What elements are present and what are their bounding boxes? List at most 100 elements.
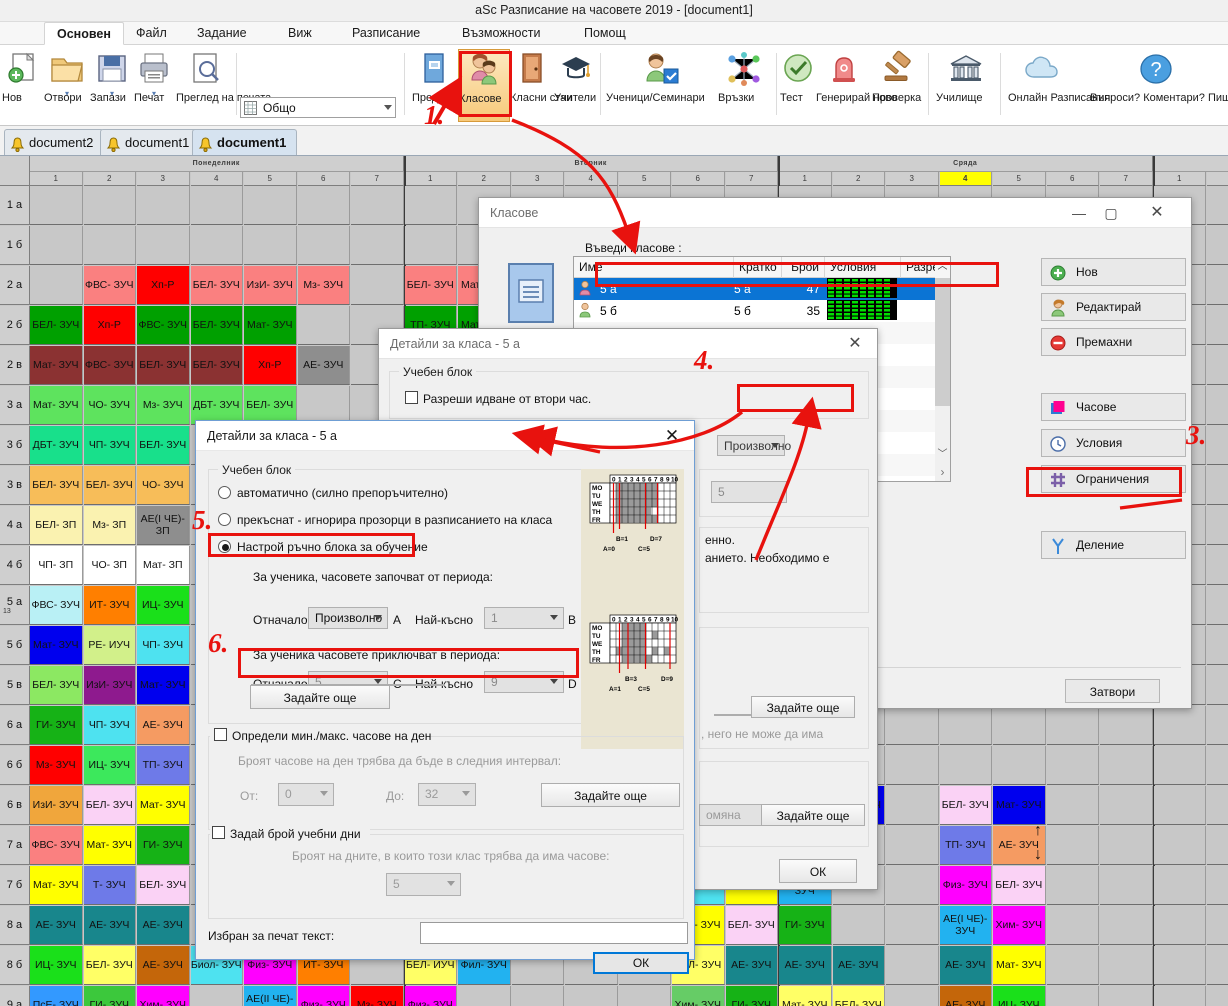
timetable-cell[interactable] bbox=[297, 306, 350, 345]
timetable-cell[interactable] bbox=[993, 706, 1046, 745]
timetable-lesson-cell[interactable]: БЕЛ- ЗУЧ bbox=[30, 306, 83, 345]
timetable-row-header[interactable]: 5 б bbox=[0, 626, 30, 665]
timetable-period-header[interactable]: 4 bbox=[565, 172, 618, 186]
timetable-cell[interactable] bbox=[137, 186, 190, 225]
timetable-lesson-cell[interactable]: ИзИ- ЗУЧ bbox=[244, 266, 297, 305]
timetable-lesson-cell[interactable]: ГИ- ЗУЧ bbox=[779, 906, 832, 945]
timetable-lesson-cell[interactable]: ИзИ- ЗУЧ bbox=[30, 786, 83, 825]
timetable-cell[interactable] bbox=[1153, 946, 1206, 985]
timetable-lesson-cell[interactable]: АЕ(I ЧЕ)- ЗП bbox=[137, 506, 190, 545]
chevron-down-icon[interactable] bbox=[374, 679, 382, 684]
back-more-button-2[interactable]: Задайте още bbox=[761, 804, 865, 826]
ribbon-button-classrooms[interactable]: Класни стаи bbox=[510, 49, 572, 104]
timetable-lesson-cell[interactable]: Хп-Р bbox=[244, 346, 297, 385]
back-combo-random[interactable]: Произволно bbox=[717, 435, 791, 456]
timetable-lesson-cell[interactable]: АЕ- ЗУЧ bbox=[993, 826, 1046, 865]
timetable-cell[interactable] bbox=[83, 186, 136, 225]
timetable-lesson-cell[interactable]: БЕЛ- ЗУЧ bbox=[137, 426, 190, 465]
timetable-cell[interactable] bbox=[1153, 826, 1206, 865]
ribbon-button-verify[interactable]: Проверка bbox=[872, 49, 922, 104]
timetable-cell[interactable] bbox=[1207, 626, 1228, 665]
timetable-cell[interactable] bbox=[297, 226, 350, 265]
close-icon[interactable]: ✕ bbox=[664, 426, 680, 445]
timetable-period-header[interactable]: 7 bbox=[351, 172, 404, 186]
timetable-period-header[interactable]: 1 bbox=[779, 172, 832, 186]
timetable-period-header[interactable]: 2 bbox=[458, 172, 511, 186]
timetable-cell[interactable] bbox=[1100, 906, 1153, 945]
timetable-cell[interactable] bbox=[1046, 746, 1099, 785]
timetable-period-header[interactable]: 4 bbox=[939, 172, 992, 186]
chevron-down-icon[interactable] bbox=[550, 615, 558, 620]
minimize-icon[interactable]: — bbox=[1072, 205, 1086, 221]
chevron-down-icon[interactable] bbox=[447, 881, 455, 886]
timetable-cell[interactable] bbox=[458, 986, 511, 1006]
timetable-lesson-cell[interactable]: Мат- ЗУЧ bbox=[993, 786, 1046, 825]
timetable-lesson-cell[interactable]: ФВС- ЗУЧ bbox=[83, 266, 136, 305]
timetable-lesson-cell[interactable]: АЕ- ЗУЧ bbox=[137, 706, 190, 745]
timetable-lesson-cell[interactable]: БЕЛ- ЗУЧ bbox=[404, 266, 457, 305]
timetable-cell[interactable] bbox=[886, 946, 939, 985]
timetable-cell[interactable] bbox=[1207, 786, 1228, 825]
timetable-lesson-cell[interactable]: БЕЛ- ЗУЧ bbox=[83, 946, 136, 985]
classes-conditions-button[interactable]: Условия bbox=[1041, 429, 1186, 457]
timetable-cell[interactable] bbox=[886, 746, 939, 785]
timetable-lesson-cell[interactable]: Мз- ЗУЧ bbox=[30, 746, 83, 785]
scrollbar-thumb[interactable] bbox=[935, 278, 950, 406]
ribbon-button-generate-new[interactable]: Генерирай ново bbox=[816, 49, 897, 104]
ribbon-tab-zadanie[interactable]: Задание bbox=[197, 26, 247, 40]
minmax-from-combobox[interactable]: 0 bbox=[278, 783, 334, 806]
timetable-lesson-cell[interactable]: ГИ- ЗУЧ bbox=[725, 986, 778, 1006]
timetable-row-header[interactable]: 1 б bbox=[0, 226, 30, 265]
ribbon-button-classes[interactable]: Класове bbox=[458, 49, 510, 122]
classes-lessons-button[interactable]: Часове bbox=[1041, 393, 1186, 421]
timetable-lesson-cell[interactable]: БЕЛ- ЗП bbox=[30, 506, 83, 545]
back-ok-button[interactable]: ОК bbox=[779, 859, 857, 883]
timetable-lesson-cell[interactable]: Мат- ЗУЧ bbox=[993, 946, 1046, 985]
timetable-lesson-cell[interactable]: БЕЛ- ЗУЧ bbox=[190, 306, 243, 345]
timetable-cell[interactable] bbox=[1153, 706, 1206, 745]
timetable-cell[interactable] bbox=[1046, 906, 1099, 945]
timetable-lesson-cell[interactable]: ИЦ- ЗУЧ bbox=[83, 746, 136, 785]
timetable-lesson-cell[interactable]: ИТ- ЗУЧ bbox=[83, 586, 136, 625]
timetable-cell[interactable] bbox=[190, 986, 243, 1006]
timetable-lesson-cell[interactable]: БЕЛ- ЗУЧ bbox=[725, 906, 778, 945]
timetable-cell[interactable] bbox=[1046, 786, 1099, 825]
timetable-lesson-cell[interactable]: БЕЛ- ЗУЧ bbox=[832, 986, 885, 1006]
timetable-cell[interactable] bbox=[244, 226, 297, 265]
timetable-cell[interactable] bbox=[886, 866, 939, 905]
timetable-cell[interactable] bbox=[1207, 226, 1228, 265]
timetable-lesson-cell[interactable]: ИЦ- ЗУЧ bbox=[30, 946, 83, 985]
timetable-lesson-cell[interactable]: БЕЛ- ЗУЧ bbox=[83, 466, 136, 505]
timetable-lesson-cell[interactable]: БЕЛ- ЗУЧ bbox=[30, 666, 83, 705]
timetable-cell[interactable] bbox=[1100, 786, 1153, 825]
timetable-lesson-cell[interactable]: БЕЛ- ЗУЧ bbox=[993, 866, 1046, 905]
class-details-back-titlebar[interactable]: Детайли за класа - 5 а ✕ bbox=[379, 329, 877, 359]
timetable-lesson-cell[interactable]: БЕЛ- ЗУЧ bbox=[939, 786, 992, 825]
timetable-cell[interactable] bbox=[1046, 866, 1099, 905]
minmax-hours-checkbox[interactable] bbox=[214, 728, 227, 741]
study-days-checkbox[interactable] bbox=[212, 826, 225, 839]
timetable-lesson-cell[interactable]: Хим- ЗУЧ bbox=[137, 986, 190, 1006]
timetable-lesson-cell[interactable]: ПсЕ- ЗУЧ bbox=[30, 986, 83, 1006]
timetable-row-header[interactable]: 1 а bbox=[0, 186, 30, 225]
timetable-lesson-cell[interactable]: ЧП- ЗУЧ bbox=[83, 706, 136, 745]
ribbon-button-open[interactable]: Отвори ▾ bbox=[44, 49, 90, 104]
timetable-cell[interactable] bbox=[30, 266, 83, 305]
back-days-field[interactable]: 5 bbox=[711, 481, 787, 503]
column-header-name[interactable]: Име bbox=[574, 257, 734, 278]
close-icon[interactable]: ✕ bbox=[848, 335, 862, 352]
timetable-lesson-cell[interactable]: БЕЛ- ЗУЧ bbox=[190, 266, 243, 305]
timetable-cell[interactable] bbox=[1207, 586, 1228, 625]
print-dropdown-arrow-icon[interactable]: ▾ bbox=[151, 89, 156, 98]
timetable-cell[interactable] bbox=[1100, 706, 1153, 745]
timetable-period-header[interactable]: 2 bbox=[832, 172, 885, 186]
timetable-row-header[interactable]: 2 в bbox=[0, 346, 30, 385]
timetable-row-header[interactable]: 8 б bbox=[0, 946, 30, 985]
timetable-cell[interactable] bbox=[1153, 786, 1206, 825]
timetable-cell[interactable] bbox=[1207, 906, 1228, 945]
scroll-right-chevron-icon[interactable]: › bbox=[940, 465, 945, 479]
ribbon-button-teachers[interactable]: Учители bbox=[554, 49, 598, 104]
timetable-row-header[interactable]: 6 б bbox=[0, 746, 30, 785]
maximize-icon[interactable]: ▢ bbox=[1104, 205, 1118, 221]
timetable-lesson-cell[interactable]: АЕ- ЗУЧ bbox=[297, 346, 350, 385]
